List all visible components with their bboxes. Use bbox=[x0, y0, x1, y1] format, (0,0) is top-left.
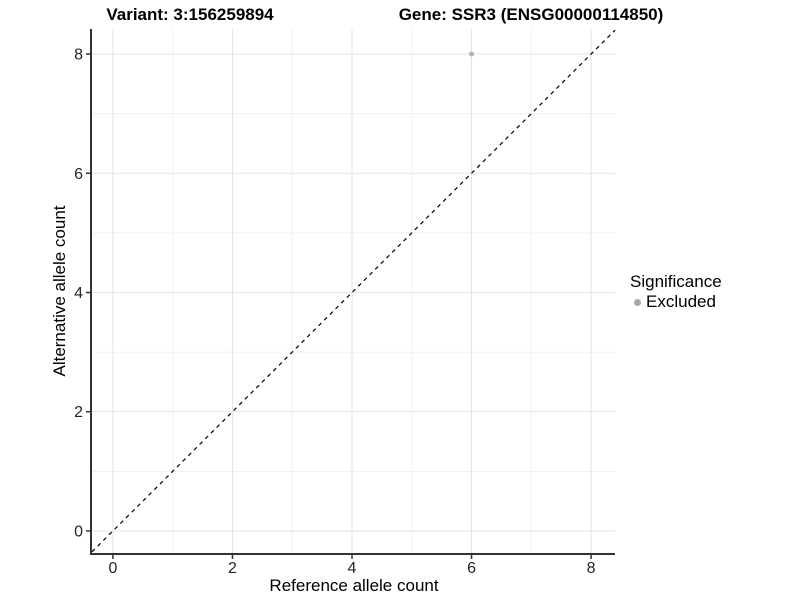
data-point bbox=[469, 51, 475, 57]
y-tick-label: 4 bbox=[74, 285, 83, 302]
y-tick-label: 0 bbox=[74, 523, 83, 540]
plot-title-variant: Variant: 3:156259894 bbox=[106, 5, 274, 24]
x-tick-label: 8 bbox=[587, 560, 596, 577]
legend-item-label: Excluded bbox=[646, 292, 716, 311]
x-tick-label: 4 bbox=[348, 560, 357, 577]
x-tick-label: 0 bbox=[108, 560, 117, 577]
x-axis-label: Reference allele count bbox=[269, 576, 439, 595]
y-tick-label: 6 bbox=[74, 166, 83, 183]
legend-title: Significance bbox=[630, 272, 722, 291]
plot-title-gene: Gene: SSR3 (ENSG00000114850) bbox=[398, 5, 664, 24]
legend-item-excluded: Excluded bbox=[630, 292, 722, 312]
y-tick-label: 8 bbox=[74, 47, 83, 64]
identity-reference-line bbox=[91, 29, 616, 553]
y-tick-label: 2 bbox=[74, 404, 83, 421]
x-tick-label: 2 bbox=[228, 560, 237, 577]
legend: Significance Excluded bbox=[630, 272, 722, 312]
legend-point-icon bbox=[634, 298, 641, 306]
y-axis-label: Alternative allele count bbox=[50, 205, 69, 377]
x-tick-label: 6 bbox=[467, 560, 476, 577]
